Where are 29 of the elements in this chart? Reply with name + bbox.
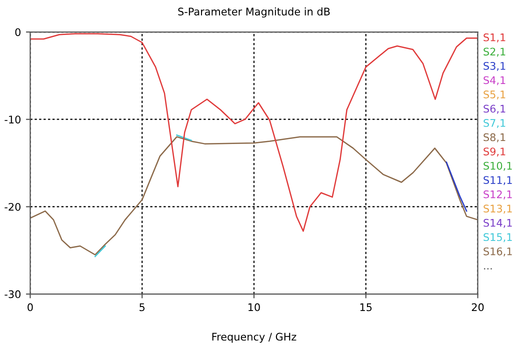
text: S16,1	[484, 247, 512, 256]
legend-label: S14,1	[484, 218, 512, 228]
x-tick-label: 15	[360, 303, 372, 312]
legend-label: S2,1	[484, 48, 506, 57]
x-tick-label: 5	[140, 303, 145, 312]
legend-label: S10,1	[484, 162, 512, 171]
y-tick-label: -10	[4, 116, 20, 124]
chart-title: S-Parameter Magnitude in dB	[178, 7, 330, 18]
text: ...	[484, 268, 492, 270]
legend-label: S6,1	[484, 104, 506, 114]
legend-label: S8,1	[484, 133, 506, 142]
x-tick-label: 0	[28, 303, 33, 312]
text: S3,1	[484, 62, 506, 71]
legend-label: S13,1	[484, 204, 512, 214]
x-tick-label: 20	[472, 303, 484, 312]
x-tick-label: 10	[248, 303, 260, 312]
series-label: S1,1	[484, 33, 506, 42]
x-axis-title: Frequency / GHz	[212, 332, 296, 343]
legend-label: S4,1	[484, 76, 506, 86]
legend-label: S9,1	[484, 148, 506, 157]
legend-label: S5,1	[484, 90, 506, 100]
y-tick-label: -30	[4, 290, 20, 298]
line-series	[30, 136, 478, 256]
legend-label: S12,1	[484, 190, 512, 200]
legend-label: S15,1	[484, 233, 512, 242]
legend-label: S11,1	[484, 176, 512, 186]
y-tick-label: 0	[15, 28, 20, 36]
text: S7,1	[484, 119, 506, 128]
y-tick-label: -20	[4, 202, 20, 211]
